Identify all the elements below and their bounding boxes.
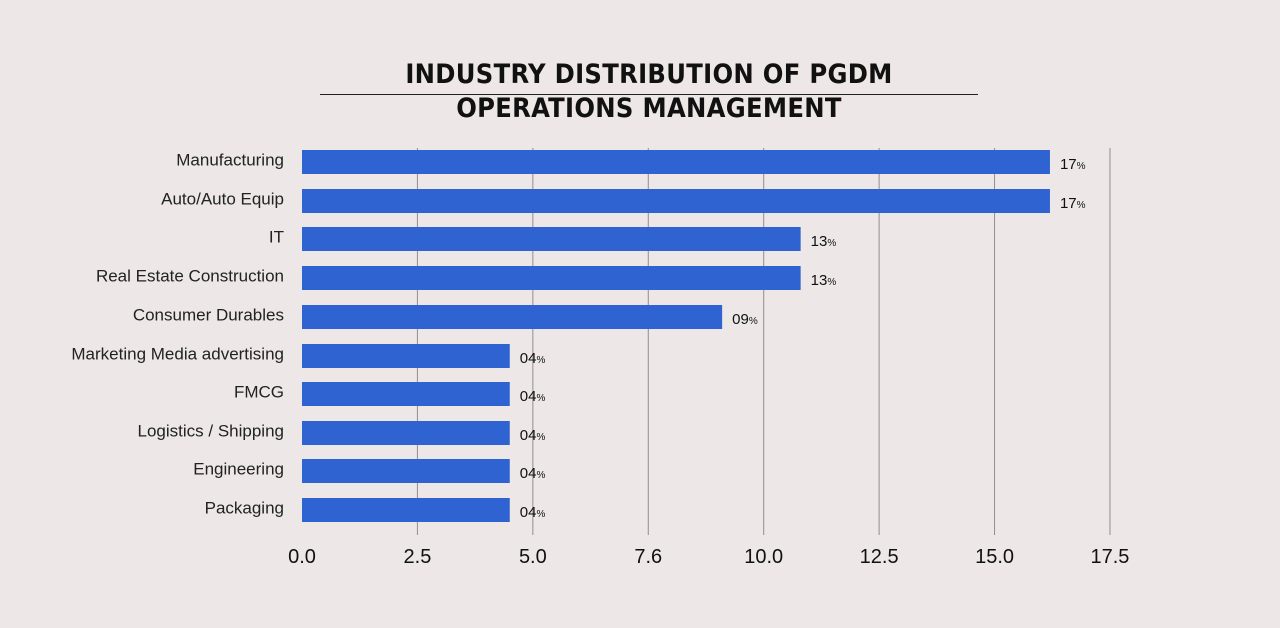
value-label-3: 13%	[811, 272, 837, 289]
value-unit-6: %	[536, 393, 545, 404]
category-label-2: IT	[269, 227, 284, 246]
bar-9	[302, 498, 510, 522]
value-label-6: 04%	[520, 388, 546, 405]
chart-title: INDUSTRY DISTRIBUTION OF PGDM OPERATIONS…	[405, 59, 893, 124]
bar-4	[302, 305, 723, 329]
value-unit-4: %	[749, 316, 758, 327]
value-label-4: 09%	[732, 311, 758, 328]
x-tick-label-0: 0.0	[288, 546, 316, 568]
x-tick-label-6: 15.0	[975, 546, 1014, 568]
category-label-5: Marketing Media advertising	[71, 344, 284, 363]
value-unit-5: %	[536, 355, 545, 366]
value-unit-7: %	[536, 432, 545, 443]
category-label-9: Packaging	[205, 498, 284, 517]
bar-0	[302, 150, 1050, 174]
value-unit-1: %	[1077, 200, 1086, 211]
x-tick-label-2: 5.0	[519, 546, 547, 568]
category-label-8: Engineering	[193, 459, 284, 478]
bar-7	[302, 421, 510, 445]
value-label-8: 04%	[520, 465, 546, 482]
value-label-7: 04%	[520, 427, 546, 444]
bar-2	[302, 227, 801, 251]
x-tick-label-7: 17.5	[1091, 546, 1130, 568]
category-label-1: Auto/Auto Equip	[161, 189, 284, 208]
x-tick-label-4: 10.0	[744, 546, 783, 568]
x-tick-label-3: 7.6	[634, 546, 662, 568]
category-label-6: FMCG	[234, 382, 284, 401]
category-label-0: Manufacturing	[176, 150, 284, 169]
category-label-3: Real Estate Construction	[96, 266, 284, 285]
bar-1	[302, 189, 1050, 213]
value-unit-3: %	[827, 277, 836, 288]
category-label-4: Consumer Durables	[133, 305, 284, 324]
title-underline	[320, 94, 978, 95]
value-unit-0: %	[1077, 161, 1086, 172]
bar-3	[302, 266, 801, 290]
value-label-9: 04%	[520, 504, 546, 521]
category-label-7: Logistics / Shipping	[138, 421, 284, 440]
x-tick-label-1: 2.5	[404, 546, 432, 568]
value-unit-8: %	[536, 470, 545, 481]
x-tick-label-5: 12.5	[860, 546, 899, 568]
bar-6	[302, 382, 510, 406]
bar-5	[302, 344, 510, 368]
value-label-1: 17%	[1060, 195, 1086, 212]
value-label-0: 17%	[1060, 156, 1086, 173]
value-label-2: 13%	[811, 233, 837, 250]
value-unit-2: %	[827, 238, 836, 249]
value-unit-9: %	[536, 509, 545, 520]
value-label-5: 04%	[520, 350, 546, 367]
bar-8	[302, 459, 510, 483]
